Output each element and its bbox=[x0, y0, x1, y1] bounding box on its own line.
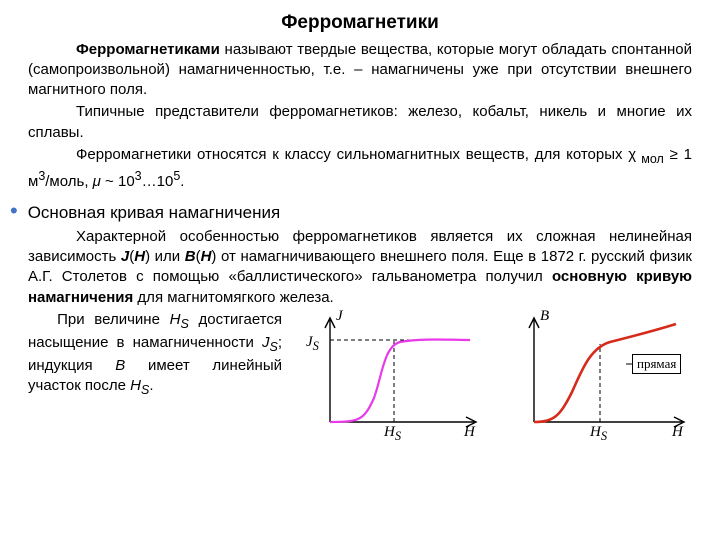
label-B: B bbox=[540, 306, 549, 326]
label-H1: H bbox=[464, 422, 475, 442]
figure-b-h: B HS H прямая bbox=[500, 310, 690, 440]
paragraph-3: Ферромагнетики относятся к классу сильно… bbox=[28, 145, 692, 192]
paragraph-1: Ферромагнетиками называют твердые вещест… bbox=[28, 40, 692, 101]
label-J: J bbox=[336, 306, 343, 326]
label-H2: H bbox=[672, 422, 683, 442]
p3a: Ферромагнетики относятся к классу сильно… bbox=[76, 146, 636, 163]
label-JS: JS bbox=[306, 332, 319, 355]
jh-h: H bbox=[134, 248, 145, 265]
p3-sub: мол bbox=[636, 152, 664, 166]
lhs-h: H bbox=[170, 311, 181, 328]
bullet-icon: • bbox=[10, 204, 18, 217]
la: При величине bbox=[57, 311, 170, 328]
lhs-s: S bbox=[180, 317, 188, 331]
p3f: …10 bbox=[142, 173, 174, 190]
p3-mu: μ bbox=[93, 173, 101, 190]
p3-e1: 3 bbox=[135, 169, 142, 183]
p3d: ~ 10 bbox=[101, 173, 135, 190]
jh-j: J bbox=[121, 248, 129, 265]
paragraph-2: Типичные представители ферромагнетиков: … bbox=[28, 102, 692, 143]
subheading-text: Основная кривая намагничения bbox=[28, 202, 280, 225]
ljs-s: S bbox=[269, 340, 277, 354]
page-title: Ферромагнетики bbox=[28, 10, 692, 36]
p4or: или bbox=[150, 248, 185, 265]
label-HS: HS bbox=[384, 422, 401, 445]
term-bold: Ферромагнетиками bbox=[76, 41, 220, 58]
figure-j-h-svg bbox=[292, 310, 482, 440]
lhs-h2: H bbox=[130, 377, 141, 394]
lower-row: При величине HS достига­ется насыщение в… bbox=[28, 310, 692, 440]
label-HS2: HS bbox=[590, 422, 607, 445]
figure-j-h: J JS HS H bbox=[292, 310, 482, 440]
p3g: . bbox=[180, 173, 184, 190]
bh-h: H bbox=[201, 248, 212, 265]
l-b: B bbox=[115, 357, 125, 374]
figure-b-h-svg bbox=[500, 310, 690, 440]
p3c: /моль, bbox=[45, 173, 92, 190]
le: . bbox=[149, 377, 153, 394]
label-line: прямая bbox=[632, 354, 681, 374]
figures: J JS HS H B HS H прямая bbox=[288, 310, 692, 440]
lower-text: При величине HS достига­ется насыщение в… bbox=[28, 310, 288, 440]
p4c: для магнитомягкого железа. bbox=[133, 289, 333, 306]
paragraph-4: Характерной особенностью ферромагнетиков… bbox=[28, 227, 692, 308]
subheading-row: • Основная кривая намагничения bbox=[10, 198, 692, 225]
bh-b: B bbox=[185, 248, 196, 265]
